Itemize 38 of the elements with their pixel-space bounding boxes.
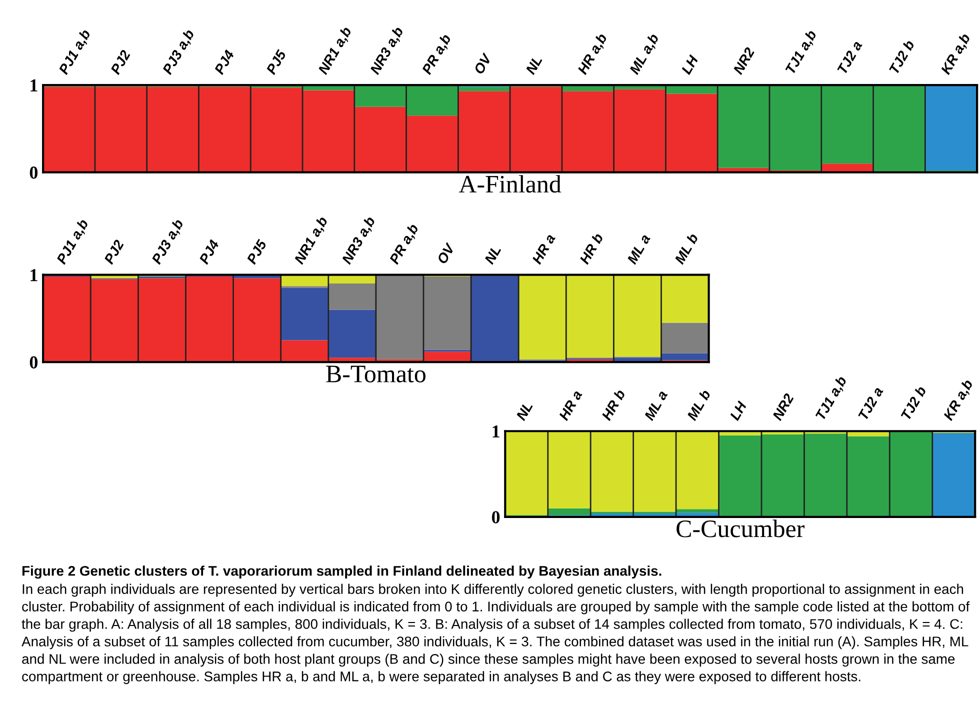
x-tick-label: OV <box>436 242 456 265</box>
x-tick-label: TJ1 a,b <box>814 375 849 422</box>
x-tick-label: PR a,b <box>421 33 454 76</box>
x-tick-label: TJ2 a <box>836 40 862 74</box>
x-tick-label: HR a <box>532 233 556 265</box>
y-tick-label: 0 <box>492 511 500 524</box>
x-tick-label: ML b <box>674 232 699 265</box>
x-tick-label: HR a,b <box>576 32 610 76</box>
x-tick-label: NL <box>525 55 542 76</box>
y-tick-label: 0 <box>30 356 38 368</box>
y-tick-label: 0 <box>30 166 38 179</box>
x-tick-label: KR a,b <box>942 378 975 422</box>
x-tick-label: NL <box>516 401 533 422</box>
caption: Figure 2 Genetic clusters of T. vaporariorum sampled in Finland delineated by Bayesian analysis. <box>22 566 662 579</box>
x-tick-label: ML b <box>686 388 711 422</box>
x-tick-label: PR a,b <box>388 222 420 266</box>
x-tick-label: NL <box>484 244 502 265</box>
y-tick-label: 1 <box>492 425 500 438</box>
x-tick-label: TJ2 b <box>888 39 915 74</box>
x-tick-label: HR a <box>558 390 582 422</box>
x-axis-title: A-Finland <box>458 175 562 193</box>
x-axis-title: B-Tomato <box>326 366 426 382</box>
x-tick-label: LH <box>729 400 748 422</box>
x-tick-label: HR b <box>600 388 626 422</box>
x-tick-label: ML a <box>626 233 651 265</box>
y-tick-label: 1 <box>30 269 38 282</box>
x-tick-label: LH <box>681 54 699 76</box>
x-tick-label: OV <box>474 52 492 75</box>
x-tick-label: HR b <box>578 232 604 265</box>
x-tick-label: KR a,b <box>940 32 972 76</box>
x-tick-label: ML a <box>644 390 668 422</box>
x-tick-label: TJ2 a <box>858 386 884 421</box>
x-axis-title: C-Cucumber <box>676 520 804 538</box>
x-tick-label: TJ1 a,b <box>784 29 819 76</box>
y-tick-label: 1 <box>30 79 38 92</box>
x-tick-label: ML a,b <box>628 32 661 76</box>
x-tick-label: TJ2 b <box>900 385 927 421</box>
text: In each graph individuals are represented by vertical bars broken into K differently colored genetic clusters, with length proportional to assignment in each cluster. Probability of assignment of each individual is indicated from 0 to 1. Individuals are grouped by sample with the sample code listed at the bottom of the bar graph. A: Analysis of all 18 samples, 800 individuals, K = 3. B: Analysis of a subset of 14 samples collected from tomato, 570 individuals, K = 4. C: Analysis of a subset of 11 samples collected from cucumber, 380 individuals, K = 3. The combined dataset was used in the initial run (A). Samples HR, ML and NL were included in analysis of both host plant groups (B and C) since these samples might have been exposed to several hosts grown in the same compartment or greenhouse. Samples HR a, b and ML a, b were separated in analyses B and C as they were exposed to different hosts. <box>22 584 970 684</box>
